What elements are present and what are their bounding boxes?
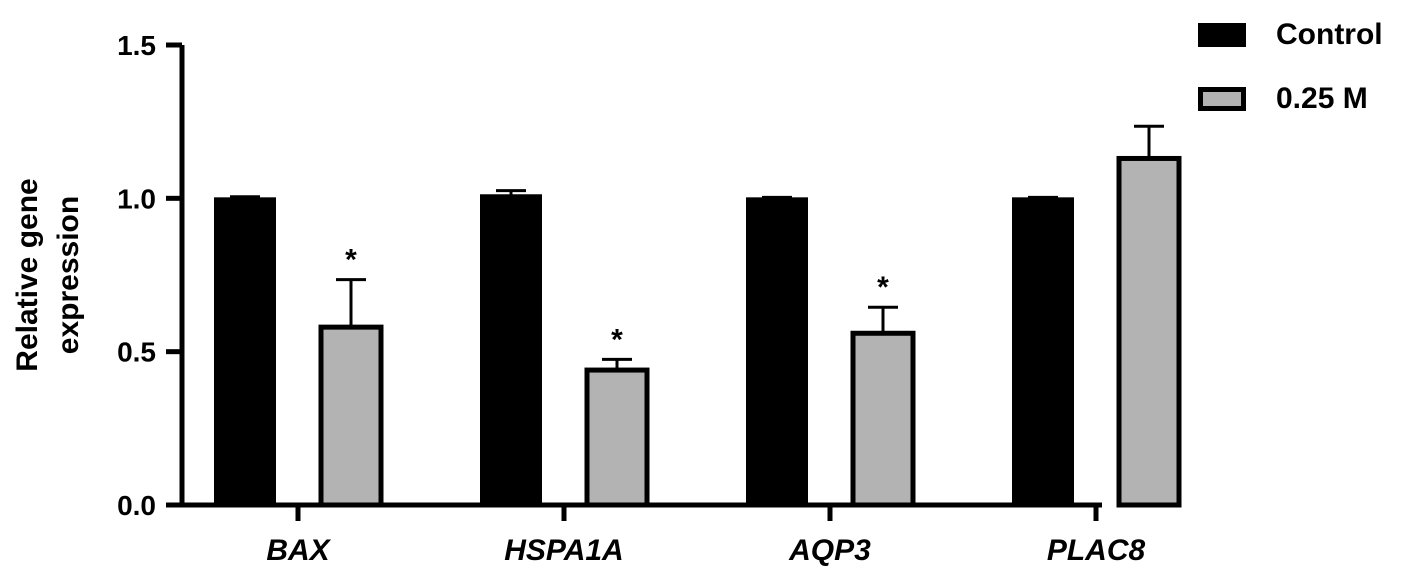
labels: 0.0 0.5 1.0 1.5 BAX * HSPA1A * AQP3 * PLAC8 <box>117 30 1145 567</box>
bar <box>746 197 808 506</box>
y-tick-label: 0.0 <box>117 490 156 521</box>
bar <box>1012 197 1074 506</box>
bar <box>584 367 650 508</box>
legend-item-control: Control <box>1198 10 1383 60</box>
x-tick-label: BAX <box>266 534 331 567</box>
legend-item-treatment: 0.25 M <box>1198 74 1383 124</box>
legend-swatch-treatment <box>1198 87 1246 111</box>
bar <box>214 197 276 506</box>
significance-marker: * <box>345 244 357 277</box>
bar <box>318 324 384 508</box>
bar <box>1116 155 1182 508</box>
x-tick-label: PLAC8 <box>1047 534 1146 567</box>
y-tick-label: 1.0 <box>117 183 156 214</box>
legend: Control 0.25 M <box>1198 10 1383 138</box>
y-tick-label: 1.5 <box>117 30 156 61</box>
y-axis-label-line-1: Relative gene <box>11 178 44 371</box>
y-tick-label: 0.5 <box>117 337 156 368</box>
bar <box>480 194 542 506</box>
legend-label-treatment: 0.25 M <box>1276 82 1368 115</box>
legend-swatch-control <box>1198 23 1246 47</box>
x-tick-label: HSPA1A <box>504 534 623 567</box>
significance-marker: * <box>877 271 889 304</box>
y-axis-label-line-2: expression <box>52 196 85 354</box>
bar <box>850 330 916 508</box>
legend-label-control: Control <box>1276 18 1383 51</box>
significance-marker: * <box>611 323 623 356</box>
bars <box>214 124 1182 508</box>
x-tick-label: AQP3 <box>788 534 871 567</box>
